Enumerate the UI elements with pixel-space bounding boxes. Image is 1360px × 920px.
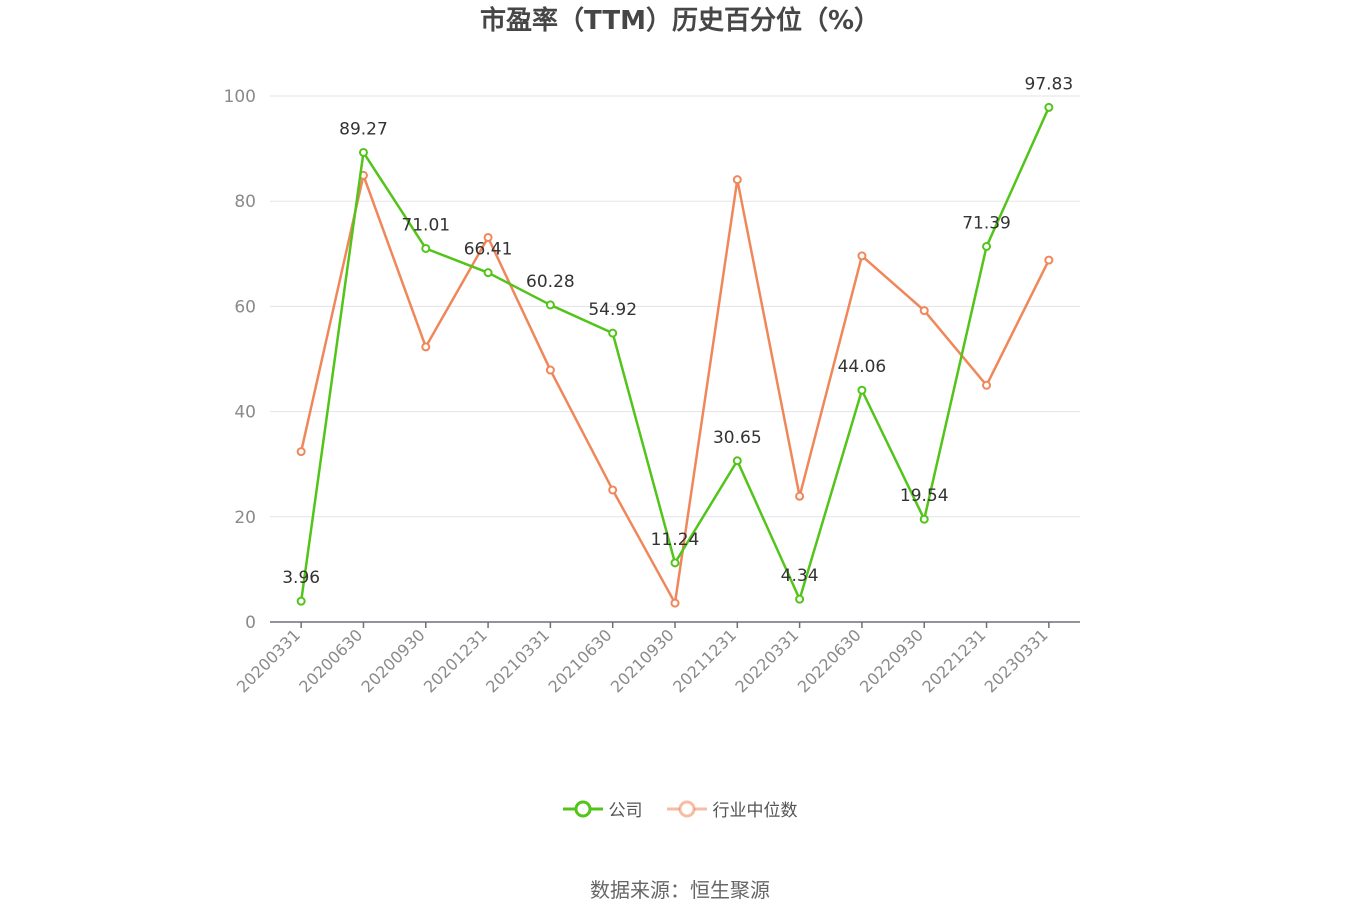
data-point-company[interactable]: [919, 514, 929, 524]
data-label-company: 4.34: [781, 566, 819, 586]
legend: 公司 行业中位数: [0, 796, 1360, 821]
x-tick-label: 20200630: [295, 625, 366, 696]
legend-item-company[interactable]: 公司: [562, 796, 643, 821]
y-tick-label: 60: [234, 297, 256, 317]
axes: 0 20 40 60 80 100 2020033120200630202009302020…: [224, 87, 1080, 696]
data-label-company: 54.92: [588, 300, 637, 320]
data-point-industry-median[interactable]: [732, 175, 742, 185]
source-note: 数据来源：恒生聚源: [590, 878, 770, 902]
x-tick-label: 20220930: [856, 625, 927, 696]
legend-company-label: 公司: [608, 801, 643, 821]
data-label-company: 11.24: [651, 530, 700, 550]
x-tick-label: 20210630: [545, 625, 616, 696]
series-lines: [296, 102, 1054, 608]
data-point-industry-median[interactable]: [670, 598, 680, 608]
data-point-company[interactable]: [1044, 102, 1054, 112]
data-point-industry-median[interactable]: [545, 365, 555, 375]
x-tick-label: 20210331: [482, 625, 553, 696]
data-point-industry-median[interactable]: [919, 306, 929, 316]
data-point-company[interactable]: [857, 385, 867, 395]
data-point-industry-median[interactable]: [982, 380, 992, 390]
x-tick-label: 20200331: [233, 625, 304, 696]
data-point-industry-median[interactable]: [1044, 255, 1054, 265]
data-label-company: 44.06: [838, 357, 887, 377]
chart-title: 市盈率（TTM）历史百分位（%）: [480, 6, 880, 36]
series-line-company: [299, 106, 1050, 602]
data-point-company[interactable]: [545, 300, 555, 310]
data-point-company[interactable]: [670, 558, 680, 568]
x-tick-label: 20211231: [669, 625, 740, 696]
y-tick-label: 80: [234, 192, 256, 212]
data-label-company: 30.65: [713, 428, 762, 448]
data-labels: 3.96 89.27 71.01 66.41 60.28 54.92 11.24 30.65 4…: [282, 74, 1073, 588]
x-tick-label: 20200930: [358, 625, 429, 696]
legend-industry-median-label: 行业中位数: [712, 801, 798, 821]
grid-lines: [270, 95, 1080, 518]
data-point-company[interactable]: [296, 596, 306, 606]
data-label-company: 60.28: [526, 272, 575, 292]
data-label-company: 71.01: [401, 215, 450, 235]
data-point-company[interactable]: [795, 594, 805, 604]
y-tick-label: 40: [234, 403, 256, 423]
data-point-industry-median[interactable]: [608, 485, 618, 495]
data-label-company: 71.39: [962, 213, 1011, 233]
data-point-industry-median[interactable]: [483, 232, 493, 242]
data-label-company: 66.41: [464, 240, 513, 260]
x-tick-label: 20201231: [420, 625, 491, 696]
data-point-company[interactable]: [608, 328, 618, 338]
x-tick-label: 20210930: [607, 625, 678, 696]
x-tick-label: 20230331: [981, 625, 1052, 696]
y-tick-label: 100: [224, 87, 256, 107]
data-label-company: 89.27: [339, 119, 388, 139]
data-point-company[interactable]: [358, 147, 368, 157]
x-tick-label: 20220331: [731, 625, 802, 696]
data-point-industry-median[interactable]: [857, 251, 867, 261]
data-point-company[interactable]: [982, 241, 992, 251]
data-point-company[interactable]: [732, 456, 742, 466]
data-point-industry-median[interactable]: [795, 491, 805, 501]
legend-company-icon: [562, 800, 603, 817]
data-label-company: 19.54: [900, 486, 949, 506]
data-point-industry-median[interactable]: [421, 342, 431, 352]
data-point-industry-median[interactable]: [296, 447, 306, 457]
data-point-company[interactable]: [483, 268, 493, 278]
data-label-company: 3.96: [282, 568, 320, 588]
x-tick-label: 20221231: [918, 625, 989, 696]
data-label-company: 97.83: [1025, 74, 1074, 94]
legend-item-industry-median[interactable]: 行业中位数: [666, 796, 798, 821]
data-point-company[interactable]: [421, 243, 431, 253]
legend-industry-median-icon: [666, 800, 707, 817]
x-tick-label: 20220630: [794, 625, 865, 696]
y-tick-label: 20: [234, 508, 256, 528]
y-tick-label: 0: [245, 613, 256, 633]
